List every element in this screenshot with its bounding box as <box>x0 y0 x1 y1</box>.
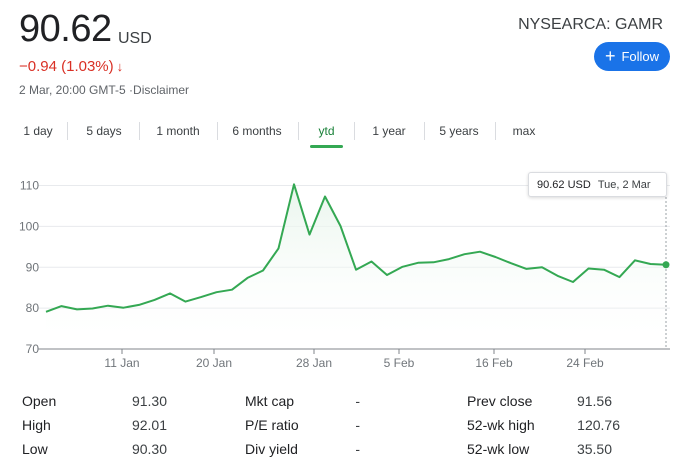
x-tick-label: 24 Feb <box>566 356 604 370</box>
y-tick-label: 90 <box>26 260 40 274</box>
range-divider <box>67 122 68 140</box>
price-change: −0.94 (1.03%) ↓ <box>19 58 123 75</box>
change-text: −0.94 (1.03%) <box>19 58 114 75</box>
stat-label: Prev close <box>467 393 533 409</box>
stat-label: High <box>22 417 51 433</box>
stat-label: Low <box>22 441 48 457</box>
range-divider <box>298 122 299 140</box>
range-tab-5-days[interactable]: 5 days <box>86 124 122 138</box>
range-divider <box>424 122 425 140</box>
price-value: 90.62 <box>19 8 112 50</box>
stat-value: 35.50 <box>576 441 612 457</box>
stat-value: 90.30 <box>131 441 167 457</box>
timestamp-disclaimer[interactable]: 2 Mar, 20:00 GMT-5 ·Disclaimer <box>19 83 190 97</box>
follow-label: Follow <box>621 49 660 64</box>
ticker-symbol: NYSEARCA: GAMR <box>518 16 663 33</box>
y-tick-label: 70 <box>26 342 40 356</box>
stat-label: Mkt cap <box>245 393 295 409</box>
range-divider <box>217 122 218 140</box>
x-tick-label: 16 Feb <box>475 356 513 370</box>
last-price-dot <box>662 261 670 269</box>
stat-value: - <box>355 417 360 433</box>
price-line <box>45 183 667 313</box>
x-tick-label: 5 Feb <box>384 356 415 370</box>
down-arrow-icon: ↓ <box>116 59 124 74</box>
range-tab-ytd[interactable]: ytd <box>310 118 343 148</box>
stat-value: 91.56 <box>576 393 612 409</box>
stat-label: Open <box>22 393 57 409</box>
stat-value: - <box>355 393 360 409</box>
stats-row: High 92.01 P/E ratio - 52-wk high 120.76 <box>0 417 676 439</box>
follow-button[interactable]: + Follow <box>594 42 670 71</box>
price-tooltip: 90.62 USD Tue, 2 Mar <box>528 172 667 197</box>
stat-label: P/E ratio <box>245 417 299 433</box>
range-divider <box>354 122 355 140</box>
stat-label: Div yield <box>245 441 298 457</box>
range-selector: 1 day 5 days 1 month 6 months ytd 1 year… <box>0 118 676 148</box>
y-tick-label: 100 <box>19 219 39 233</box>
y-tick-label: 110 <box>20 179 39 193</box>
stats-row: Open 91.30 Mkt cap - Prev close 91.56 <box>0 393 676 415</box>
stat-value: 91.30 <box>131 393 167 409</box>
range-tab-5-years[interactable]: 5 years <box>439 124 479 138</box>
stat-value: 120.76 <box>577 417 620 433</box>
x-tick-label: 11 Jan <box>104 356 139 370</box>
stat-value: - <box>355 441 360 457</box>
price-chart[interactable]: 110 100 90 80 70 11 Jan 20 Jan 28 Jan 5 Feb 16 F… <box>0 160 676 375</box>
stat-value: 92.01 <box>131 417 167 433</box>
currency-label: USD <box>118 30 152 47</box>
range-divider <box>139 122 140 140</box>
stats-row: Low 90.30 Div yield - 52-wk low 35.50 <box>0 441 676 463</box>
range-tab-1-day[interactable]: 1 day <box>23 124 53 138</box>
y-tick-label: 80 <box>26 301 40 315</box>
stat-label: 52-wk low <box>467 441 530 457</box>
range-tab-max[interactable]: max <box>512 124 536 138</box>
tooltip-price: 90.62 USD <box>537 178 591 191</box>
plus-icon: + <box>604 45 616 66</box>
y-axis-labels: 110 100 90 80 70 <box>19 179 39 357</box>
stat-label: 52-wk high <box>467 417 535 433</box>
range-tab-6-months[interactable]: 6 months <box>232 124 282 138</box>
tooltip-date: Tue, 2 Mar <box>597 178 651 191</box>
price-area-fill <box>46 184 666 349</box>
x-tick-label: 20 Jan <box>196 356 232 370</box>
range-divider <box>495 122 496 140</box>
x-tick-label: 28 Jan <box>296 356 332 370</box>
range-tab-1-month[interactable]: 1 month <box>156 124 200 138</box>
x-axis-labels: 11 Jan 20 Jan 28 Jan 5 Feb 16 Feb 24 Feb <box>104 349 604 370</box>
range-tab-1-year[interactable]: 1 year <box>372 124 406 138</box>
